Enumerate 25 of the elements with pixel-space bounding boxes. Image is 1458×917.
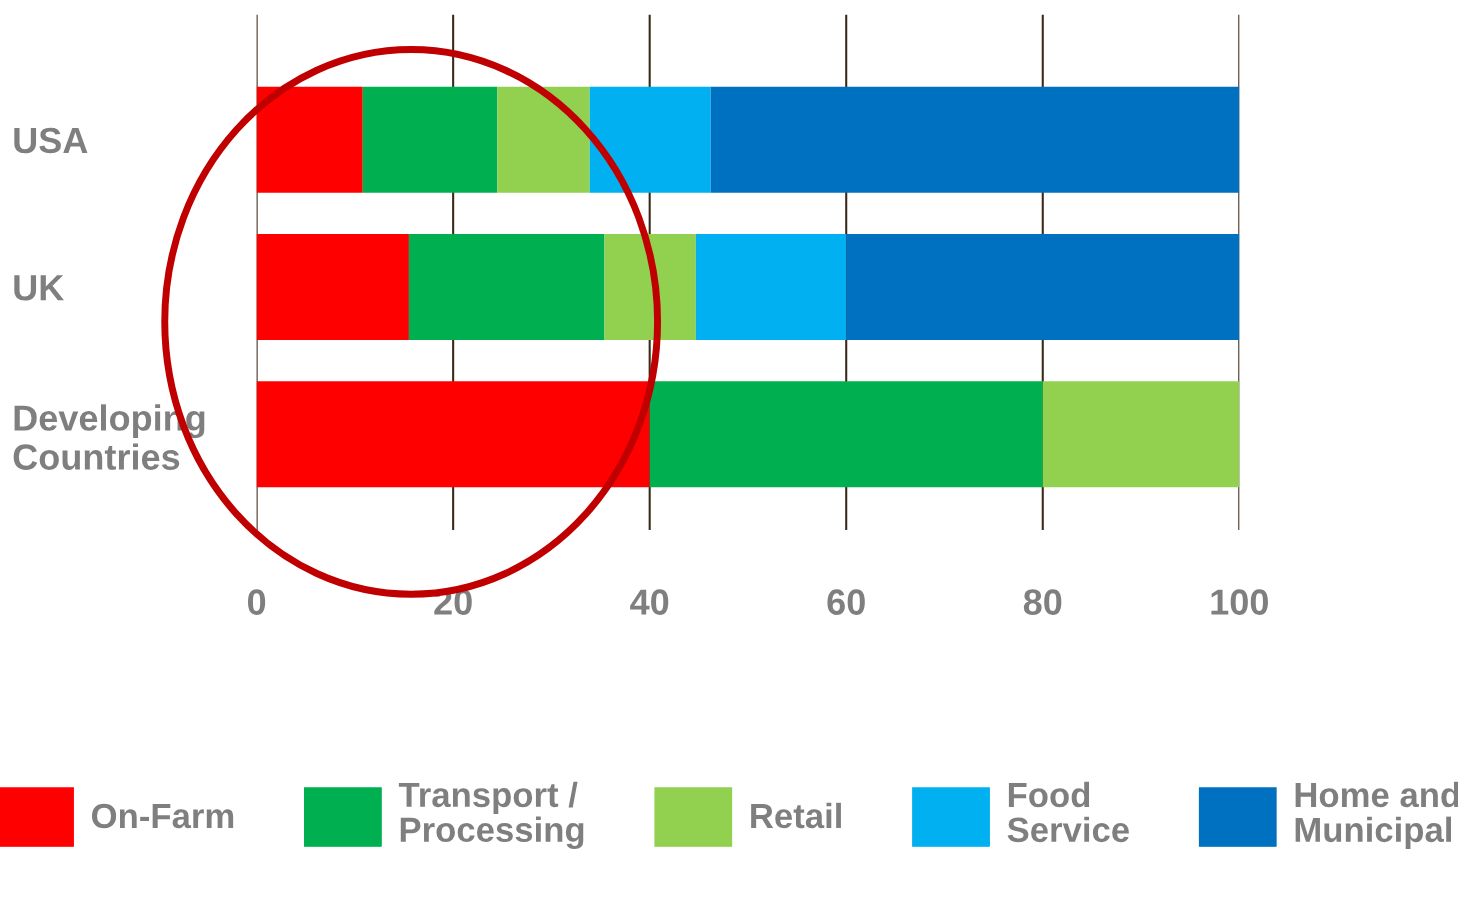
bar <box>497 86 590 193</box>
bar <box>695 234 847 341</box>
bar <box>256 234 409 341</box>
bar <box>710 86 1240 193</box>
x-tick-label: 0 <box>247 589 266 615</box>
bar <box>256 86 363 193</box>
legend-label: Transport / Processing <box>398 781 584 850</box>
legend-label: Home and Municipal <box>1295 781 1458 849</box>
legend-label: Food Service <box>1007 781 1129 843</box>
bar <box>256 381 650 488</box>
y-tick-label: USA <box>14 127 88 154</box>
legend-label: Retail <box>751 802 841 829</box>
y-tick-label: UK <box>14 275 64 301</box>
bar <box>846 234 1240 341</box>
legend-label: On-Farm <box>92 803 234 829</box>
bar <box>1042 381 1240 488</box>
bar <box>604 234 696 341</box>
x-tick-label: 40 <box>630 589 669 615</box>
x-tick-label: 60 <box>827 589 865 615</box>
x-tick-label: 100 <box>1211 589 1268 615</box>
bar <box>408 234 605 341</box>
bar <box>589 86 711 193</box>
bar <box>362 86 498 193</box>
x-tick-label: 80 <box>1023 589 1062 615</box>
bar <box>649 381 1043 488</box>
